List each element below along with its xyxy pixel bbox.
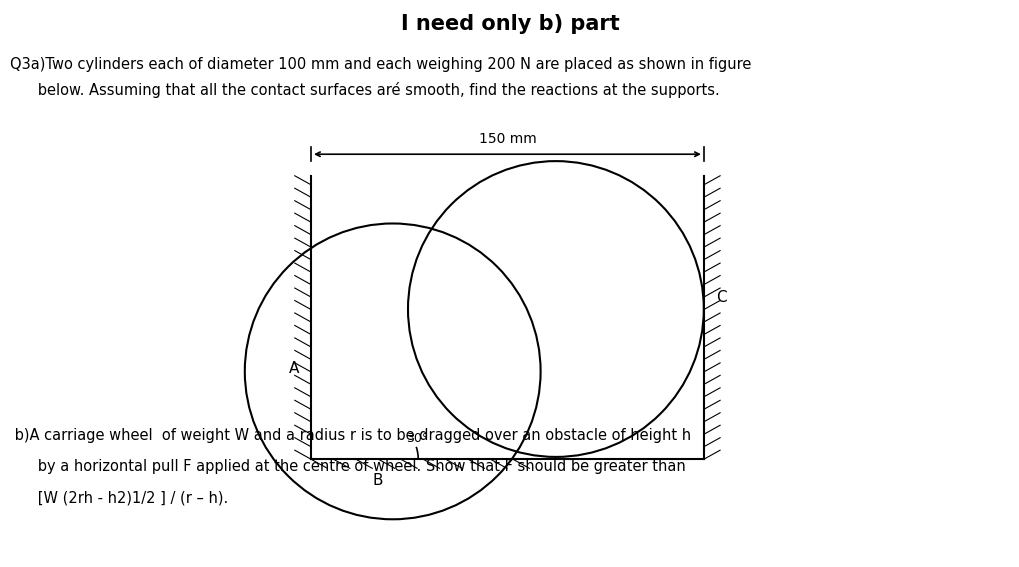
Text: B: B [372,473,382,488]
Text: by a horizontal pull F applied at the centre of wheel. Show that F should be gre: by a horizontal pull F applied at the ce… [10,459,686,474]
Text: b)A carriage wheel  of weight W and a radius r is to be dragged over an obstacle: b)A carriage wheel of weight W and a rad… [10,428,691,443]
Text: C: C [715,290,726,305]
Text: 30°: 30° [406,432,428,445]
Text: 150 mm: 150 mm [478,132,536,146]
Text: I need only b) part: I need only b) part [400,14,619,34]
Text: A: A [288,361,299,376]
Text: below. Assuming that all the contact surfaces aré smooth, find the reactions at: below. Assuming that all the contact sur… [10,82,719,98]
Text: Q3a)Two cylinders each of diameter 100 mm and each weighing 200 N are placed as : Q3a)Two cylinders each of diameter 100 m… [10,57,751,71]
Text: [W (2rh - h2)1/2 ] / (r – h).: [W (2rh - h2)1/2 ] / (r – h). [10,490,228,505]
